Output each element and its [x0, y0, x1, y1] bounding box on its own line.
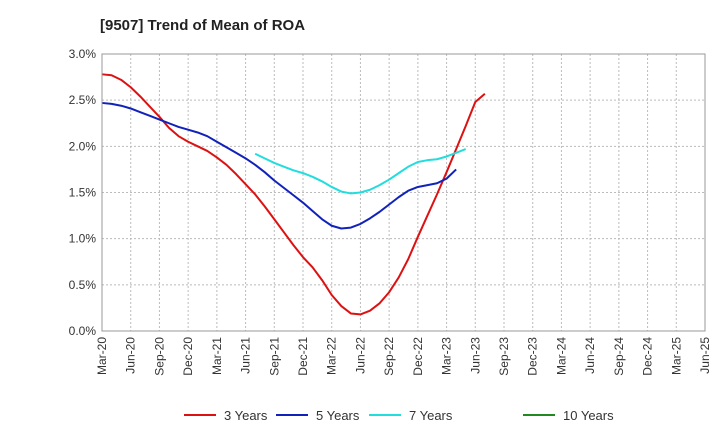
- legend: 3 Years 5 Years 7 Years 10 Years: [184, 408, 614, 423]
- grid-lines: [102, 54, 705, 331]
- series-line-5-years: [101, 101, 457, 230]
- x-tick-label: Jun-23: [468, 337, 482, 374]
- x-tick-label: Dec-20: [181, 337, 195, 376]
- y-tick-label: 1.5%: [69, 186, 97, 200]
- series-line-7-years: [254, 148, 467, 195]
- x-axis-tick-labels: Mar-20 Jun-20 Sep-20 Dec-20 Mar-21 Jun-21 Sep-…: [95, 337, 712, 376]
- chart-title: [9507] Trend of Mean of ROA: [100, 17, 305, 34]
- plot-frame: [101, 53, 706, 332]
- series-line-3-years: [101, 73, 486, 316]
- x-tick-label: Dec-22: [411, 337, 425, 376]
- x-tick-label: Sep-24: [612, 337, 626, 376]
- x-tick-label: Sep-21: [267, 337, 281, 376]
- x-tick-label: Jun-24: [583, 337, 597, 374]
- x-tick-label: Mar-25: [669, 337, 683, 375]
- legend-label: 7 Years: [409, 408, 453, 423]
- legend-label: 5 Years: [316, 408, 360, 423]
- series-lines: [101, 73, 486, 316]
- y-tick-label: 3.0%: [69, 47, 97, 61]
- x-tick-label: Mar-20: [95, 337, 109, 375]
- x-tick-label: Dec-24: [641, 337, 655, 376]
- x-tick-label: Sep-20: [152, 337, 166, 376]
- y-tick-label: 1.0%: [69, 232, 97, 246]
- x-tick-label: Jun-21: [239, 337, 253, 374]
- y-tick-label: 0.5%: [69, 278, 97, 292]
- legend-label: 10 Years: [563, 408, 614, 423]
- x-tick-label: Sep-22: [382, 337, 396, 376]
- legend-label: 3 Years: [224, 408, 268, 423]
- x-tick-label: Mar-21: [210, 337, 224, 375]
- x-tick-label: Sep-23: [497, 337, 511, 376]
- x-tick-label: Jun-20: [124, 337, 138, 374]
- x-tick-label: Jun-25: [698, 337, 712, 374]
- y-tick-label: 0.0%: [69, 324, 97, 338]
- y-axis-tick-labels: 0.0% 0.5% 1.0% 1.5% 2.0% 2.5% 3.0%: [69, 47, 97, 338]
- x-tick-label: Dec-23: [526, 337, 540, 376]
- x-tick-label: Mar-23: [440, 337, 454, 375]
- x-tick-label: Dec-21: [296, 337, 310, 376]
- y-tick-label: 2.5%: [69, 93, 97, 107]
- y-tick-label: 2.0%: [69, 139, 97, 153]
- x-tick-label: Mar-22: [325, 337, 339, 375]
- x-tick-label: Mar-24: [554, 337, 568, 375]
- x-tick-label: Jun-22: [353, 337, 367, 374]
